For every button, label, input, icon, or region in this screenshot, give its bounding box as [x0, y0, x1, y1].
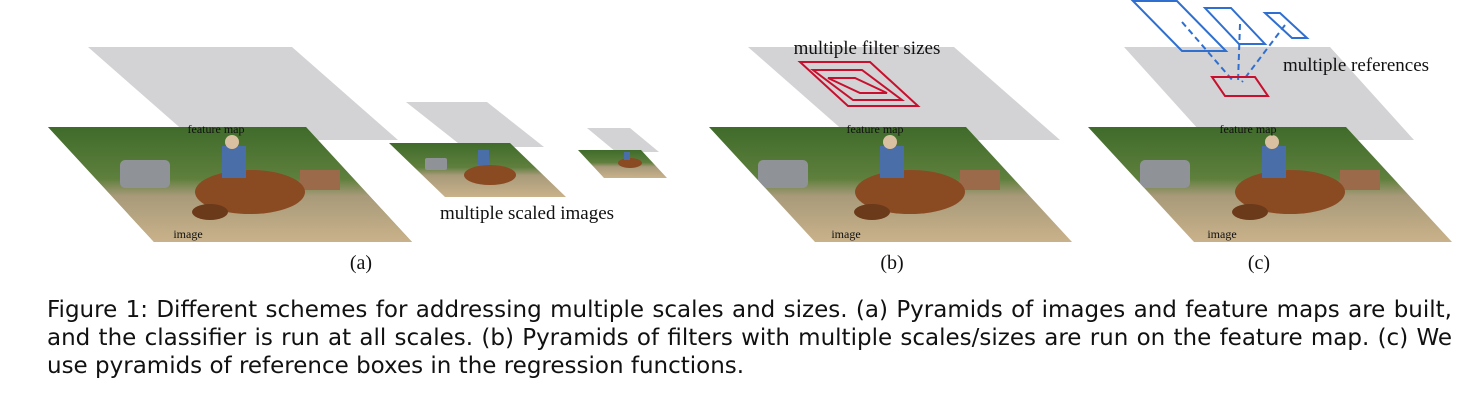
panel-b: multiple filter sizes feature map image … [709, 38, 1072, 274]
figure-diagram: feature map image multiple scaled [48, 0, 1452, 274]
panel-a: feature map image multiple scaled [48, 47, 667, 274]
image-label: image [1207, 227, 1236, 241]
input-image [1088, 127, 1452, 242]
feature-map-plane [88, 47, 398, 140]
feature-map-label: feature map [188, 122, 245, 136]
multiple-scaled-images-label: multiple scaled images [440, 203, 614, 224]
figure-caption: Figure 1: Different schemes for addressi… [47, 297, 1452, 379]
input-image [709, 127, 1072, 242]
feature-map-label: feature map [847, 122, 904, 136]
scaled-image [578, 150, 667, 178]
panel-label-c: (c) [1248, 252, 1270, 274]
anchor-box [1210, 76, 1270, 97]
image-label: image [831, 227, 860, 241]
image-label: image [173, 227, 202, 241]
multiple-filter-sizes-label: multiple filter sizes [794, 38, 941, 59]
feature-map-plane [406, 102, 544, 147]
panel-c: multiple references feature map image (c… [1088, 0, 1452, 274]
input-image [48, 127, 412, 242]
panel-label-b: (b) [880, 252, 903, 274]
multiple-references-label: multiple references [1283, 55, 1429, 76]
filter-boxes [797, 61, 921, 107]
feature-map-plane [1124, 47, 1414, 140]
feature-map-label: feature map [1220, 122, 1277, 136]
reference-boxes [1130, 0, 1310, 83]
feature-map-plane [587, 128, 659, 152]
panel-label-a: (a) [350, 252, 372, 274]
scaled-image [389, 143, 566, 197]
